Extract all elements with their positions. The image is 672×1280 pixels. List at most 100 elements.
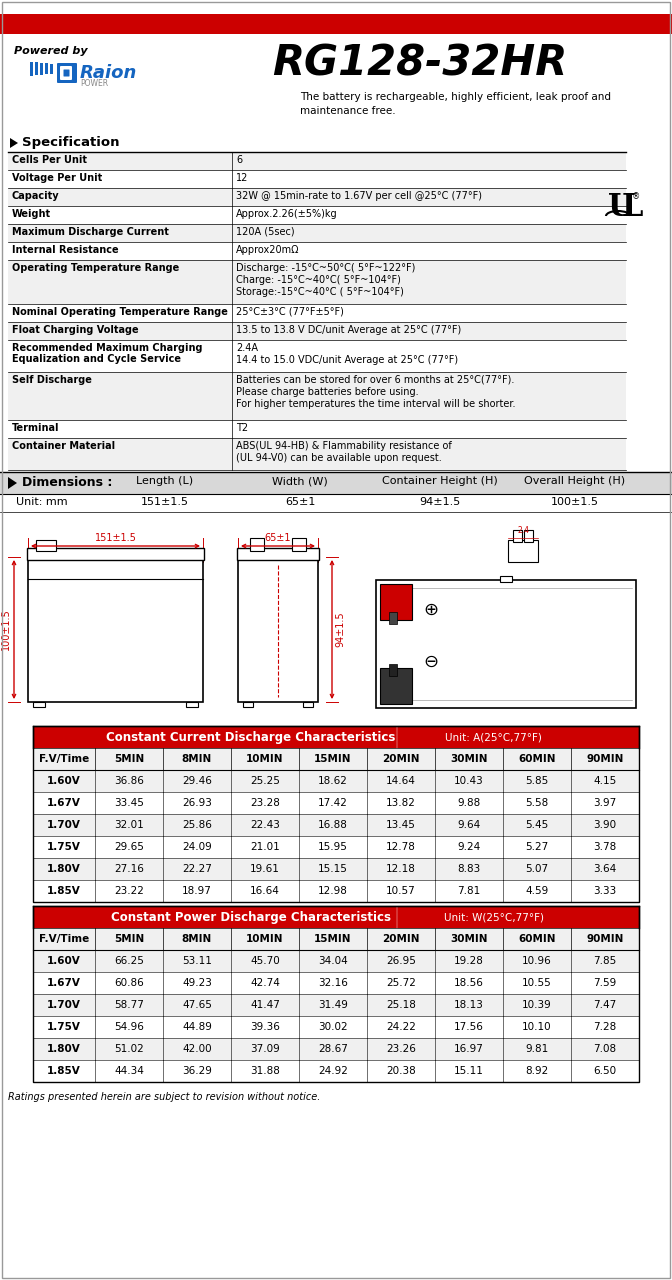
Text: 90MIN: 90MIN <box>586 934 624 945</box>
Text: 25.25: 25.25 <box>250 776 280 786</box>
Text: 42.00: 42.00 <box>182 1044 212 1053</box>
Text: 18.56: 18.56 <box>454 978 484 988</box>
Text: 13.5 to 13.8 V DC/unit Average at 25°C (77°F): 13.5 to 13.8 V DC/unit Average at 25°C (… <box>236 325 461 335</box>
FancyBboxPatch shape <box>63 69 69 77</box>
Text: 3.33: 3.33 <box>593 886 617 896</box>
Text: 54.96: 54.96 <box>114 1021 144 1032</box>
Bar <box>8 372 626 420</box>
Text: RG128-32HR: RG128-32HR <box>272 42 568 84</box>
Text: 47.65: 47.65 <box>182 1000 212 1010</box>
Text: 5MIN: 5MIN <box>114 754 144 764</box>
Text: 65±1: 65±1 <box>285 497 315 507</box>
Bar <box>508 540 538 562</box>
Text: 10MIN: 10MIN <box>246 754 284 764</box>
Bar <box>33 814 639 836</box>
Text: 22.27: 22.27 <box>182 864 212 874</box>
Text: 94±1.5: 94±1.5 <box>419 497 460 507</box>
Bar <box>33 1060 639 1082</box>
Text: 42.74: 42.74 <box>250 978 280 988</box>
Bar <box>376 580 636 708</box>
Bar <box>524 530 533 541</box>
Text: 90MIN: 90MIN <box>586 754 624 764</box>
Bar <box>33 906 639 928</box>
Bar <box>389 664 397 676</box>
Text: 120A (5sec): 120A (5sec) <box>236 227 294 237</box>
Text: Constant Power Discharge Characteristics: Constant Power Discharge Characteristics <box>111 910 391 923</box>
Bar <box>50 64 53 74</box>
Text: F.V/Time: F.V/Time <box>39 934 89 945</box>
Text: 31.88: 31.88 <box>250 1066 280 1076</box>
Text: Container Height (H): Container Height (H) <box>382 476 498 486</box>
Text: 60MIN: 60MIN <box>518 754 556 764</box>
Text: 151±1.5: 151±1.5 <box>141 497 189 507</box>
Text: Operating Temperature Range: Operating Temperature Range <box>12 262 179 273</box>
Text: 1.75V: 1.75V <box>47 842 81 852</box>
Text: Capacity: Capacity <box>12 191 60 201</box>
Bar <box>0 14 672 35</box>
Text: 8MIN: 8MIN <box>182 934 212 945</box>
Text: POWER: POWER <box>80 79 108 88</box>
Text: 60.86: 60.86 <box>114 978 144 988</box>
Bar <box>8 438 626 470</box>
Bar <box>8 188 626 206</box>
Text: Self Discharge: Self Discharge <box>12 375 92 385</box>
Text: ®: ® <box>632 192 640 201</box>
Text: 6: 6 <box>236 155 242 165</box>
Text: 31.49: 31.49 <box>318 1000 348 1010</box>
Text: 17.42: 17.42 <box>318 797 348 808</box>
Text: 58.77: 58.77 <box>114 1000 144 1010</box>
Text: 41.47: 41.47 <box>250 1000 280 1010</box>
Text: 151±1.5: 151±1.5 <box>95 532 136 543</box>
Text: 24.22: 24.22 <box>386 1021 416 1032</box>
Text: Dimensions :: Dimensions : <box>22 476 112 489</box>
Bar <box>0 494 672 512</box>
Text: 23.28: 23.28 <box>250 797 280 808</box>
Text: Powered by: Powered by <box>14 46 87 56</box>
Text: 1.80V: 1.80V <box>47 1044 81 1053</box>
Text: 36.29: 36.29 <box>182 1066 212 1076</box>
Text: 32.16: 32.16 <box>318 978 348 988</box>
Bar <box>380 584 412 620</box>
Text: 66.25: 66.25 <box>114 956 144 966</box>
Bar <box>33 858 639 881</box>
Bar <box>30 61 33 76</box>
Text: Constant Current Discharge Characteristics: Constant Current Discharge Characteristi… <box>106 731 396 744</box>
Bar <box>45 63 48 74</box>
Bar <box>33 1038 639 1060</box>
Text: 25.86: 25.86 <box>182 820 212 829</box>
Bar <box>8 323 626 340</box>
FancyBboxPatch shape <box>57 63 77 83</box>
Bar <box>28 557 203 701</box>
Text: U: U <box>608 192 634 223</box>
Text: 39.36: 39.36 <box>250 1021 280 1032</box>
Text: 22.43: 22.43 <box>250 820 280 829</box>
Text: 12.98: 12.98 <box>318 886 348 896</box>
Text: 1.67V: 1.67V <box>47 797 81 808</box>
Text: 32W @ 15min-rate to 1.67V per cell @25°C (77°F): 32W @ 15min-rate to 1.67V per cell @25°C… <box>236 191 482 201</box>
Text: 34.04: 34.04 <box>318 956 348 966</box>
Text: 21.01: 21.01 <box>250 842 280 852</box>
Text: 9.81: 9.81 <box>526 1044 548 1053</box>
Text: Width (W): Width (W) <box>272 476 328 486</box>
Bar <box>8 224 626 242</box>
Text: 9.24: 9.24 <box>458 842 480 852</box>
Bar <box>33 792 639 814</box>
Bar <box>389 612 397 623</box>
Text: Cells Per Unit: Cells Per Unit <box>12 155 87 165</box>
Text: 1.85V: 1.85V <box>47 1066 81 1076</box>
Text: 8.83: 8.83 <box>458 864 480 874</box>
Text: 7.47: 7.47 <box>593 1000 617 1010</box>
Text: 36.86: 36.86 <box>114 776 144 786</box>
Text: 7.85: 7.85 <box>593 956 617 966</box>
Text: 16.64: 16.64 <box>250 886 280 896</box>
Text: 5.58: 5.58 <box>526 797 548 808</box>
Text: 7.08: 7.08 <box>593 1044 617 1053</box>
Text: 1.70V: 1.70V <box>47 1000 81 1010</box>
Text: 14.64: 14.64 <box>386 776 416 786</box>
Text: 1.67V: 1.67V <box>47 978 81 988</box>
Text: 4.15: 4.15 <box>593 776 617 786</box>
Text: 6.50: 6.50 <box>593 1066 617 1076</box>
Bar <box>8 152 626 170</box>
Text: 13.45: 13.45 <box>386 820 416 829</box>
Text: 5.45: 5.45 <box>526 820 548 829</box>
